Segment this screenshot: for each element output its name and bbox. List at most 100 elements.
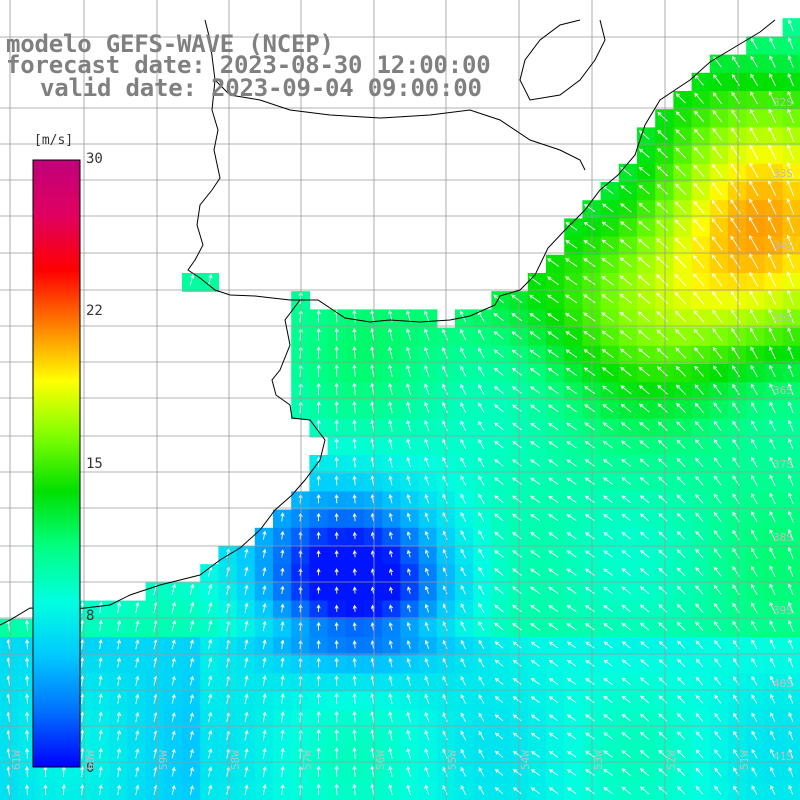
wind-arrow	[334, 568, 339, 576]
wind-arrow	[388, 657, 393, 668]
wind-arrow	[135, 675, 140, 686]
wind-arrow	[770, 712, 776, 722]
wind-arrow	[713, 530, 722, 541]
wind-arrow	[566, 714, 577, 722]
wind-arrow	[478, 620, 485, 632]
wind-arrow	[601, 294, 614, 304]
wind-arrow	[460, 657, 466, 668]
lon-label-59w: 59W	[157, 750, 170, 770]
wind-arrow	[787, 290, 795, 306]
wind-arrow	[442, 530, 448, 540]
wind-arrow	[316, 765, 321, 778]
wind-arrow	[352, 783, 357, 796]
wind-arrow	[316, 346, 321, 359]
wind-arrow	[478, 657, 485, 668]
title-forecast-date: forecast date: 2023-08-30 12:00:00	[6, 51, 491, 79]
wind-arrow	[424, 766, 430, 777]
wind-arrow	[98, 784, 103, 795]
wind-arrow	[749, 271, 759, 288]
wind-arrow	[730, 199, 741, 215]
wind-arrow	[769, 510, 776, 523]
wind-arrow	[767, 198, 777, 215]
wind-arrow	[676, 402, 686, 413]
wind-arrow	[585, 714, 595, 722]
wind-arrow	[695, 548, 704, 559]
wind-arrow	[460, 493, 467, 504]
wind-arrow	[316, 493, 321, 504]
wind-arrow	[565, 367, 577, 376]
wind-arrow	[567, 641, 577, 649]
wind-arrow	[512, 677, 522, 685]
wind-arrow	[750, 346, 758, 360]
wind-arrow	[406, 419, 411, 432]
wind-arrow	[244, 620, 249, 632]
colorbar-tick-22: 22	[86, 303, 103, 319]
wind-arrow	[548, 623, 559, 631]
wind-arrow	[639, 731, 650, 740]
wind-cell	[782, 546, 800, 565]
wind-arrow	[406, 675, 411, 686]
wind-arrow	[548, 532, 559, 540]
wind-arrow	[460, 402, 467, 413]
wind-arrow	[657, 421, 668, 431]
wind-arrow	[352, 327, 357, 341]
wind-arrow	[787, 419, 794, 432]
wind-arrow	[352, 765, 357, 778]
wind-arrow	[658, 494, 668, 504]
wind-arrow	[189, 619, 195, 632]
wind-arrow	[750, 401, 758, 414]
wind-arrow	[424, 401, 430, 414]
wind-arrow	[637, 238, 651, 250]
wind-arrow	[658, 567, 668, 577]
wind-arrow	[584, 422, 595, 431]
wind-arrow	[639, 458, 650, 467]
wind-arrow	[352, 568, 357, 576]
wind-arrow	[494, 422, 504, 431]
wind-arrow	[548, 495, 559, 503]
wind-arrow	[478, 402, 485, 413]
wind-arrow	[676, 512, 686, 522]
wind-arrow	[388, 765, 393, 778]
wind-arrow	[478, 329, 485, 341]
wind-arrow	[695, 475, 704, 486]
colorbar-gradient	[32, 159, 81, 768]
wind-arrow	[639, 476, 650, 486]
wind-arrow	[730, 163, 741, 178]
wind-arrow	[334, 346, 339, 359]
wind-cell	[782, 728, 800, 747]
wind-arrow	[657, 147, 668, 159]
wind-arrow	[424, 567, 430, 576]
wind-arrow	[494, 768, 504, 776]
wind-arrow	[619, 257, 632, 268]
wind-arrow	[244, 548, 249, 559]
wind-arrow	[656, 256, 669, 268]
wind-arrow	[788, 693, 794, 704]
wind-arrow	[658, 677, 668, 686]
wind-arrow	[677, 695, 686, 704]
wind-arrow	[787, 90, 794, 105]
wind-arrow	[674, 219, 687, 232]
wind-arrow	[750, 565, 758, 577]
wind-arrow	[548, 641, 559, 649]
wind-arrow	[334, 419, 339, 432]
wind-arrow	[566, 604, 577, 613]
wind-arrow	[116, 693, 122, 704]
wind-arrow	[280, 585, 285, 595]
wind-arrow	[750, 583, 758, 596]
wind-arrow	[713, 511, 722, 522]
wind-arrow	[478, 730, 485, 741]
wind-arrow	[749, 234, 759, 251]
wind-arrow	[730, 253, 741, 269]
wind-arrow	[787, 19, 794, 32]
wind-arrow	[694, 439, 704, 450]
wind-arrow	[135, 748, 140, 759]
wind-arrow	[694, 365, 704, 377]
wind-arrow	[585, 750, 595, 758]
wind-arrow	[787, 37, 794, 50]
wind-arrow	[674, 237, 687, 250]
wind-arrow	[370, 382, 375, 396]
wind-arrow	[316, 639, 321, 649]
wind-arrow	[730, 235, 741, 251]
wind-arrow	[352, 729, 357, 741]
wind-arrow	[693, 128, 705, 141]
